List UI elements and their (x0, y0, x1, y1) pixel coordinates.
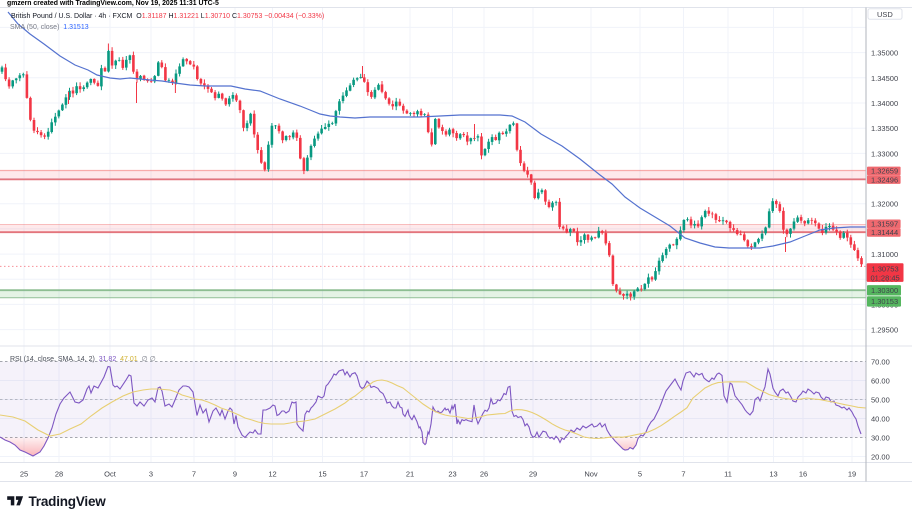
svg-text:3: 3 (149, 470, 153, 479)
svg-text:29: 29 (529, 470, 537, 479)
svg-text:7: 7 (192, 470, 196, 479)
svg-text:11: 11 (724, 470, 732, 479)
svg-text:19: 19 (848, 470, 856, 479)
svg-text:50.00: 50.00 (871, 396, 890, 405)
svg-text:1.35000: 1.35000 (871, 49, 898, 58)
svg-text:1.32000: 1.32000 (871, 200, 898, 209)
svg-text:40.00: 40.00 (871, 415, 890, 424)
svg-text:12: 12 (268, 470, 276, 479)
svg-text:20.00: 20.00 (871, 453, 890, 462)
svg-text:30.00: 30.00 (871, 434, 890, 443)
svg-text:1.32659: 1.32659 (871, 167, 898, 176)
svg-text:1.34500: 1.34500 (871, 74, 898, 83)
svg-text:1.32496: 1.32496 (871, 175, 898, 184)
svg-text:1.33500: 1.33500 (871, 124, 898, 133)
svg-text:26: 26 (480, 470, 488, 479)
svg-text:60.00: 60.00 (871, 377, 890, 386)
svg-text:1.30753: 1.30753 (872, 265, 899, 274)
svg-text:7: 7 (681, 470, 685, 479)
svg-text:1.30300: 1.30300 (871, 286, 898, 295)
svg-text:1.34000: 1.34000 (871, 99, 898, 108)
svg-text:1.31597: 1.31597 (871, 220, 898, 229)
svg-text:USD: USD (877, 10, 893, 19)
svg-text:5: 5 (638, 470, 642, 479)
svg-text:9: 9 (233, 470, 237, 479)
svg-text:28: 28 (55, 470, 63, 479)
svg-text:1.30153: 1.30153 (871, 297, 898, 306)
svg-text:Oct: Oct (104, 470, 117, 479)
svg-text:17: 17 (360, 470, 368, 479)
svg-text:Nov: Nov (584, 470, 598, 479)
svg-text:15: 15 (318, 470, 326, 479)
svg-text:1.33000: 1.33000 (871, 149, 898, 158)
svg-text:21: 21 (406, 470, 414, 479)
svg-text:70.00: 70.00 (871, 358, 890, 367)
svg-text:1.31000: 1.31000 (871, 250, 898, 259)
svg-text:1.29500: 1.29500 (871, 326, 898, 335)
svg-text:1.31444: 1.31444 (871, 228, 898, 237)
svg-text:23: 23 (448, 470, 456, 479)
svg-text:13: 13 (769, 470, 777, 479)
svg-text:16: 16 (799, 470, 807, 479)
svg-text:01:28:45: 01:28:45 (871, 273, 900, 282)
svg-text:25: 25 (20, 470, 28, 479)
